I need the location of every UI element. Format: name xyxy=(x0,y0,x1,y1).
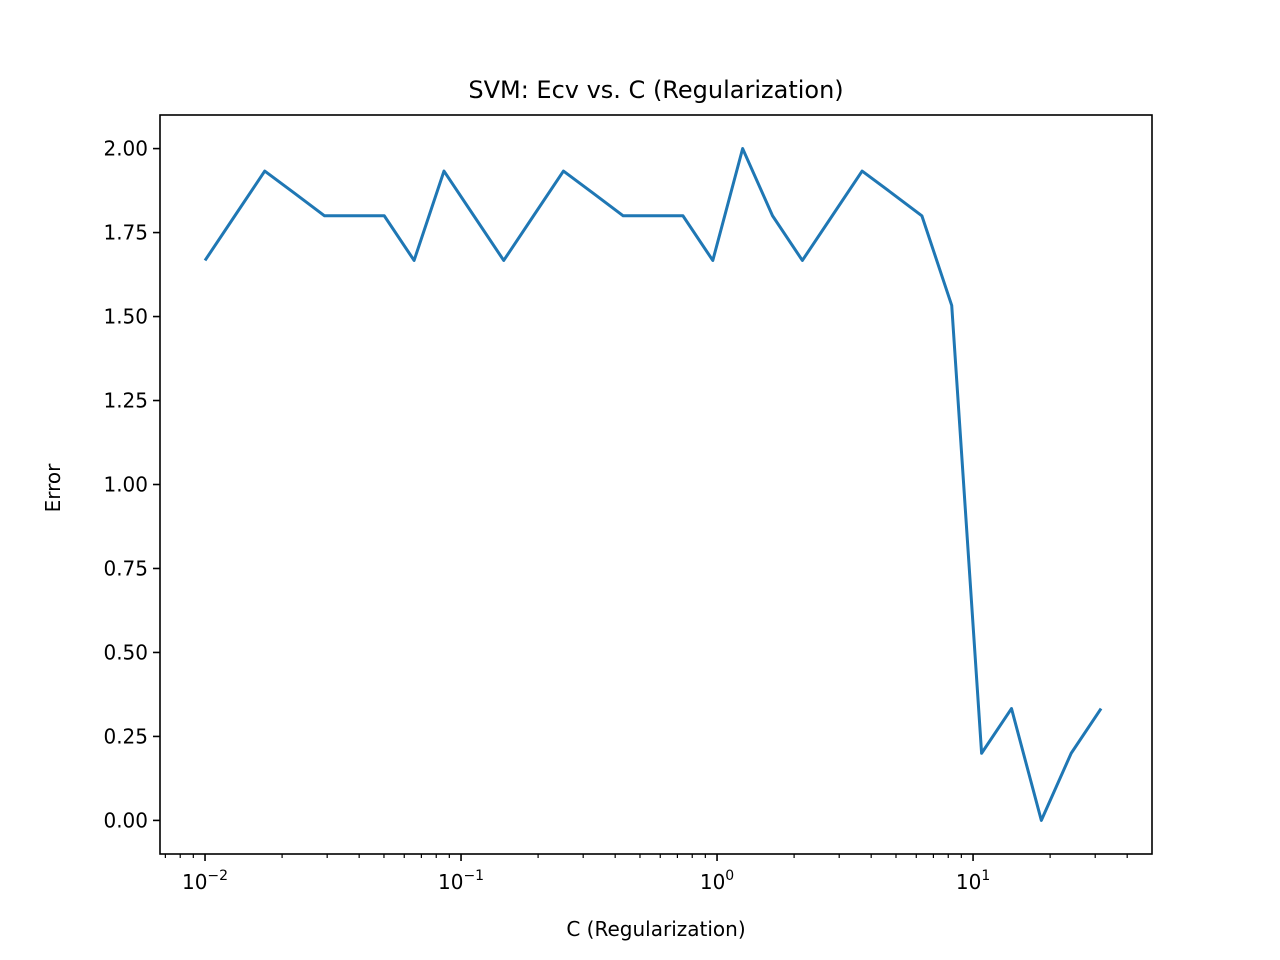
y-tick-label: 0.50 xyxy=(103,640,148,664)
x-tick-label: 100 xyxy=(700,868,734,894)
y-tick-label: 1.75 xyxy=(103,221,148,245)
data-line xyxy=(203,147,1103,822)
y-tick-label: 1.50 xyxy=(103,305,148,329)
y-tick-label: 0.25 xyxy=(103,724,148,748)
plot-frame xyxy=(159,114,1153,855)
chart-title: SVM: Ecv vs. C (Regularization) xyxy=(468,76,843,104)
y-tick-label: 0.00 xyxy=(103,808,148,832)
y-axis-label: Error xyxy=(41,463,65,513)
y-tick-label: 1.25 xyxy=(103,389,148,413)
x-tick-label: 101 xyxy=(956,868,990,894)
x-axis-label: C (Regularization) xyxy=(566,917,745,941)
y-tick-label: 2.00 xyxy=(103,137,148,161)
y-tick-label: 0.75 xyxy=(103,556,148,580)
x-tick-label: 10−2 xyxy=(182,868,228,894)
x-tick-label: 10−1 xyxy=(438,868,484,894)
y-tick-label: 1.00 xyxy=(103,473,148,497)
